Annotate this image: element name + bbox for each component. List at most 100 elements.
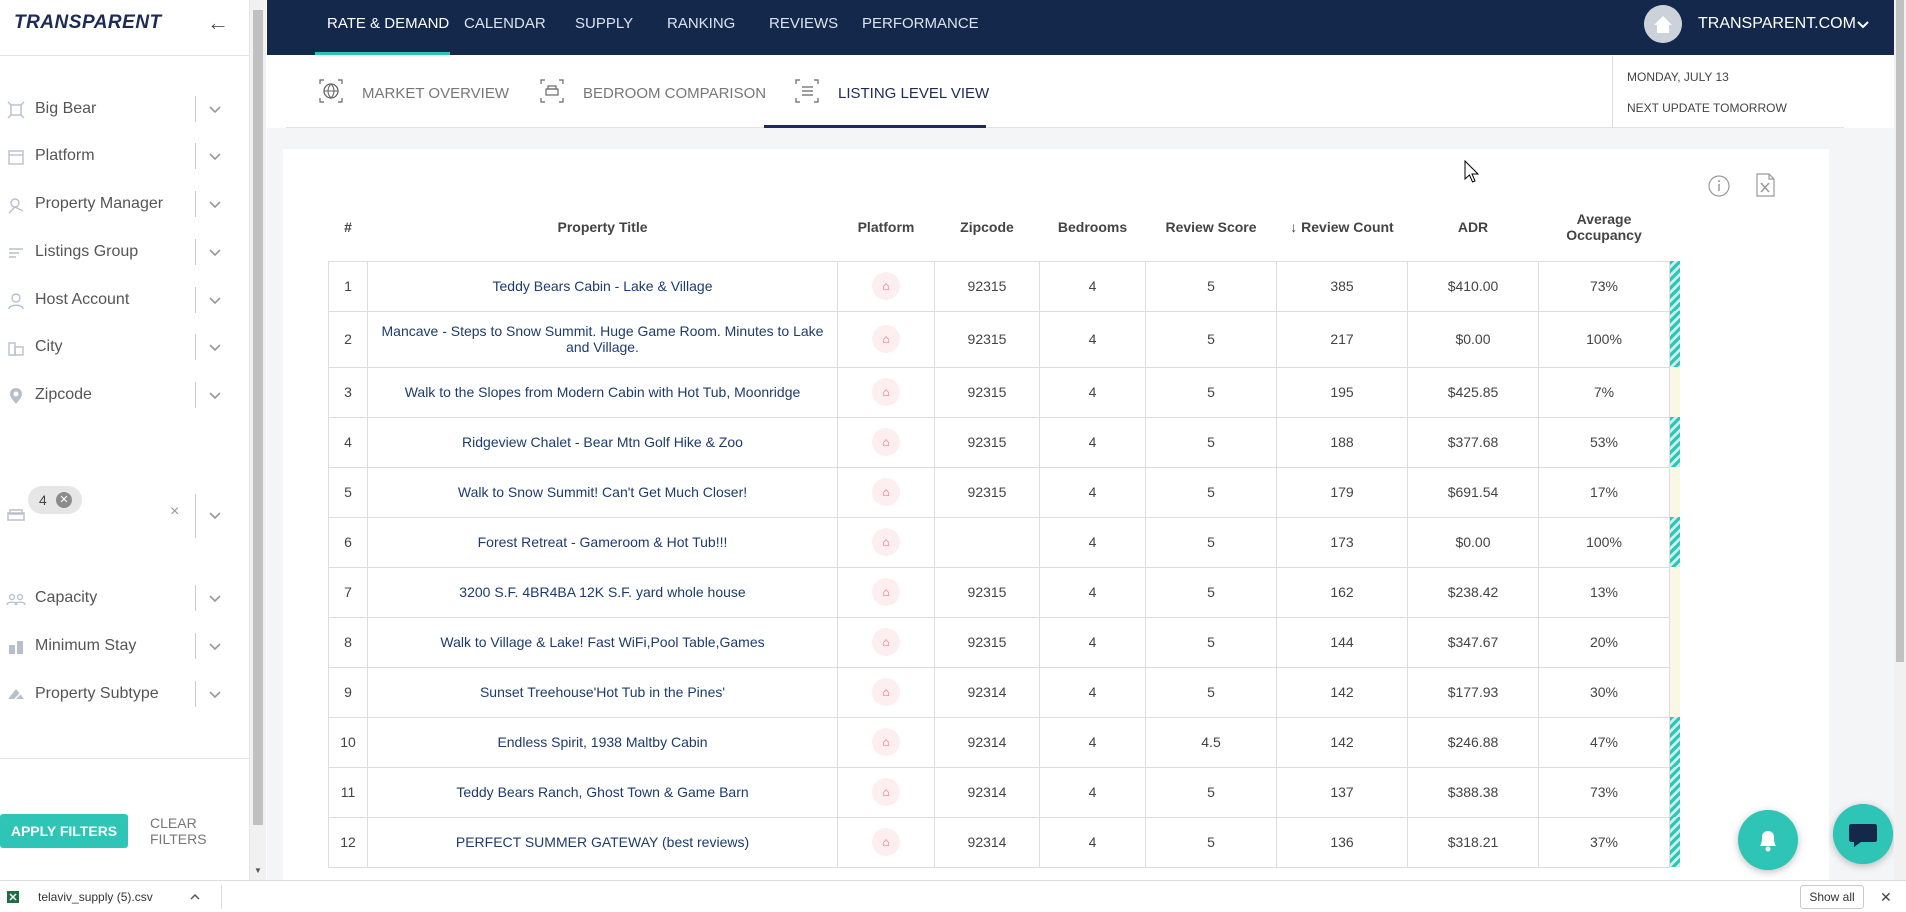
subtab-bedroom-comparison[interactable]: BEDROOM COMPARISON [539,56,766,128]
chevron-down-icon[interactable] [205,99,225,119]
filter-big-bear[interactable]: Big Bear [0,86,250,134]
chevron-down-icon[interactable] [205,146,225,166]
filter-property-subtype[interactable]: Property Subtype [0,671,250,719]
collapse-sidebar-icon[interactable]: ← [207,10,229,35]
chevron-down-icon[interactable] [205,684,225,704]
scroll-down-arrow-icon[interactable]: ▼ [254,866,262,875]
filter-city[interactable]: City [0,324,250,372]
airbnb-icon[interactable]: ⌂ [872,528,900,556]
table-row[interactable]: 8 Walk to Village & Lake! Fast WiFi,Pool … [328,616,1681,668]
account-chevron-down-icon[interactable] [1855,16,1871,32]
airbnb-icon[interactable]: ⌂ [872,578,900,606]
download-chevron-up-icon[interactable] [188,890,202,904]
tab-supply[interactable]: SUPPLY [575,15,634,32]
table-row[interactable]: 3 Walk to the Slopes from Modern Cabin wi… [328,366,1681,418]
property-title-link[interactable]: Walk to the Slopes from Modern Cabin wit… [367,366,838,418]
bedroom-chevron-down-icon[interactable] [205,505,225,525]
tab-rate-demand[interactable]: RATE & DEMAND [327,15,450,32]
airbnb-icon[interactable]: ⌂ [872,728,900,756]
table-row[interactable]: 5 Walk to Snow Summit! Can't Get Much Clo… [328,466,1681,518]
property-title-link[interactable]: Mancave - Steps to Snow Summit. Huge Gam… [367,310,838,368]
col-review-score[interactable]: Review Score [1165,218,1257,235]
remove-chip-icon[interactable]: ✕ [56,492,72,508]
table-row[interactable]: 9 Sunset Treehouse'Hot Tub in the Pines' ⌂… [328,666,1681,718]
col-property-title[interactable]: Property Title [557,218,648,235]
chevron-down-icon[interactable] [205,194,225,214]
property-title-link[interactable]: Ridgeview Chalet - Bear Mtn Golf Hike & … [367,416,838,468]
property-title-link[interactable]: PERFECT SUMMER GATEWAY (best reviews) [367,816,838,868]
filter-capacity[interactable]: Capacity [0,575,250,623]
filter-host-account[interactable]: Host Account [0,277,250,325]
tab-calendar[interactable]: CALENDAR [464,15,546,32]
property-title-link[interactable]: Walk to Snow Summit! Can't Get Much Clos… [367,466,838,518]
table-row[interactable]: 4 Ridgeview Chalet - Bear Mtn Golf Hike &… [328,416,1681,468]
tab-performance[interactable]: PERFORMANCE [862,15,979,32]
tab-reviews[interactable]: REVIEWS [769,15,839,32]
clear-filters-button[interactable]: CLEAR FILTERS [140,814,250,848]
col-zipcode[interactable]: Zipcode [960,218,1014,235]
col-bedrooms[interactable]: Bedrooms [1057,218,1128,235]
account-name[interactable]: TRANSPARENT.COM [1698,15,1856,32]
main-scroll-thumb[interactable] [1896,0,1904,662]
col-review-count[interactable]: ↓ Review Count [1290,218,1394,235]
col-rank[interactable]: # [344,218,352,235]
filter-minimum-stay[interactable]: Minimum Stay [0,623,250,671]
subtab-listing-level-view[interactable]: LISTING LEVEL VIEW [794,56,989,128]
filter-listings-group[interactable]: Listings Group [0,229,250,277]
airbnb-icon[interactable]: ⌂ [872,628,900,656]
chevron-down-icon[interactable] [205,636,225,656]
table-row[interactable]: 7 3200 S.F. 4BR4BA 12K S.F. yard whole ho… [328,566,1681,618]
sidebar-scrollbar[interactable]: ▼ [250,0,266,880]
filter-property-manager[interactable]: Property Manager [0,181,250,229]
excel-export-icon[interactable] [1752,172,1778,198]
col-adr[interactable]: ADR [1457,218,1489,235]
property-title-link[interactable]: Walk to Village & Lake! Fast WiFi,Pool T… [367,616,838,668]
review-score-cell: 5 [1145,666,1277,718]
bedroom-chip[interactable]: 4 ✕ [28,486,82,514]
chevron-down-icon[interactable] [205,290,225,310]
property-title-link[interactable]: Sunset Treehouse'Hot Tub in the Pines' [367,666,838,718]
table-row[interactable]: 10 Endless Spirit, 1938 Maltby Cabin ⌂ 9231… [328,716,1681,768]
bedroom-clear-icon[interactable]: × [170,503,180,520]
chevron-down-icon[interactable] [205,242,225,262]
show-all-button[interactable]: Show all [1800,885,1864,909]
property-title-link[interactable]: 3200 S.F. 4BR4BA 12K S.F. yard whole hou… [367,566,838,618]
table-row[interactable]: 1 Teddy Bears Cabin - Lake & Village ⌂ 9231… [328,260,1681,312]
download-bar: telaviv_supply (5).csv Show all ✕ [0,880,1906,912]
table-row[interactable]: 2 Mancave - Steps to Snow Summit. Huge Ga… [328,310,1681,368]
col-average-occupancy[interactable]: Average Occupancy [1566,210,1642,243]
sidebar-scroll-thumb[interactable] [253,10,263,825]
subtab-market-overview[interactable]: MARKET OVERVIEW [318,56,509,128]
property-title-link[interactable]: Forest Retreat - Gameroom & Hot Tub!!! [367,516,838,568]
airbnb-icon[interactable]: ⌂ [872,272,900,300]
apply-filters-button[interactable]: APPLY FILTERS [0,814,128,848]
airbnb-icon[interactable]: ⌂ [872,778,900,806]
airbnb-icon[interactable]: ⌂ [872,828,900,856]
airbnb-icon[interactable]: ⌂ [872,325,900,353]
property-title-link[interactable]: Teddy Bears Ranch, Ghost Town & Game Bar… [367,766,838,818]
info-icon[interactable] [1707,174,1731,198]
close-download-bar-icon[interactable]: ✕ [1880,889,1892,905]
filter-zipcode[interactable]: Zipcode [0,372,250,420]
chevron-down-icon[interactable] [205,385,225,405]
property-title-link[interactable]: Teddy Bears Cabin - Lake & Village [367,260,838,312]
airbnb-icon[interactable]: ⌂ [872,378,900,406]
chevron-down-icon[interactable] [205,588,225,608]
property-title-link[interactable]: Endless Spirit, 1938 Maltby Cabin [367,716,838,768]
notification-bell-button[interactable] [1738,810,1798,870]
table-row[interactable]: 6 Forest Retreat - Gameroom & Hot Tub!!! ⌂… [328,516,1681,568]
airbnb-icon[interactable]: ⌂ [872,478,900,506]
home-avatar-icon[interactable] [1644,5,1682,43]
tab-ranking[interactable]: RANKING [667,15,736,32]
filter-platform[interactable]: Platform [0,133,250,181]
download-file-name[interactable]: telaviv_supply (5).csv [38,890,153,904]
airbnb-icon[interactable]: ⌂ [872,428,900,456]
main-scrollbar[interactable] [1894,0,1906,880]
chevron-down-icon[interactable] [205,337,225,357]
table-row[interactable]: 11 Teddy Bears Ranch, Ghost Town & Game B… [328,766,1681,818]
review-count-cell: 142 [1276,716,1408,768]
table-row[interactable]: 12 PERFECT SUMMER GATEWAY (best reviews) ⌂… [328,816,1681,868]
airbnb-icon[interactable]: ⌂ [872,678,900,706]
chat-button[interactable] [1833,804,1893,864]
col-platform[interactable]: Platform [857,218,915,235]
